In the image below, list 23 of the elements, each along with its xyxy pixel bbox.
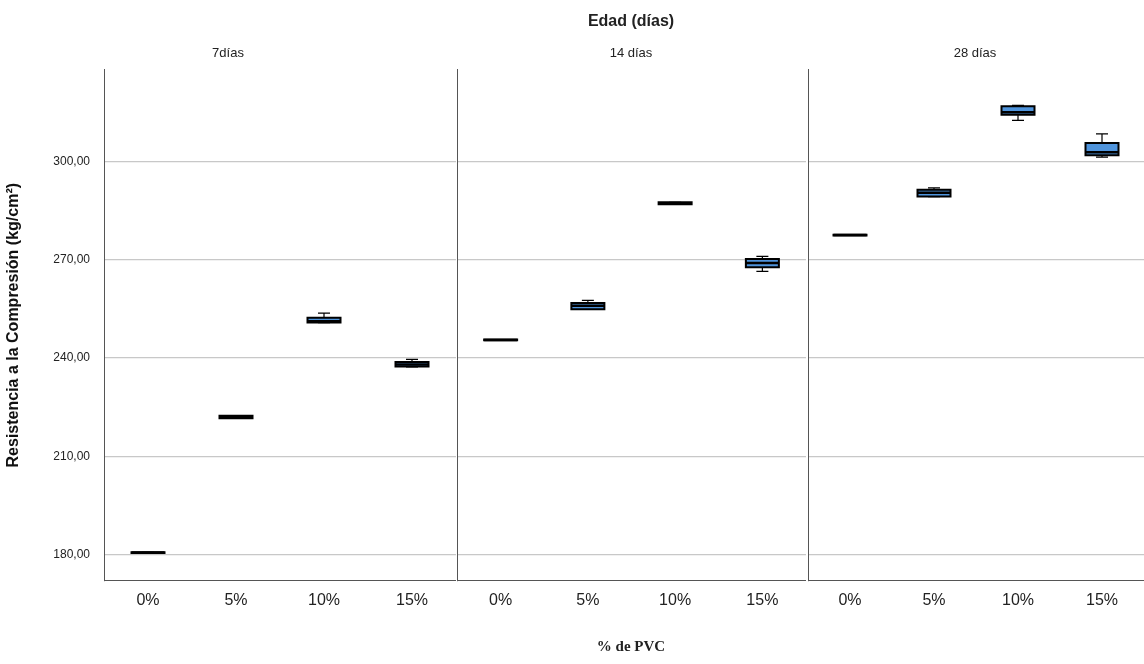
y-tick-label: 180,00 — [53, 546, 91, 561]
x-tick-label: 15% — [1085, 590, 1119, 608]
x-tick-label: 15% — [746, 590, 779, 608]
x-tick-label: 10% — [659, 590, 692, 608]
x-tick-label: 5% — [224, 590, 248, 608]
x-tick-label: 0% — [838, 590, 862, 608]
x-tick-label: 5% — [922, 590, 946, 608]
x-tick-label: 0% — [489, 590, 513, 608]
y-tick-label: 240,00 — [53, 350, 91, 365]
y-tick-label: 300,00 — [53, 153, 91, 168]
x-tick-label: 15% — [395, 590, 429, 608]
chart-title: 14 días — [609, 45, 653, 61]
text: Edad (días) — [586, 12, 676, 30]
x-axis-title: % de PVC — [595, 638, 667, 655]
x-tick-label: 10% — [1001, 590, 1035, 608]
x-tick-label: 0% — [136, 590, 160, 608]
y-tick-label: 270,00 — [53, 251, 91, 266]
x-tick-label: 5% — [576, 590, 600, 608]
x-tick-label: 10% — [307, 590, 341, 608]
y-axis-title: Resistencia a la Compresión (kg/cm²) — [4, 182, 22, 468]
chart-title: 7días — [212, 45, 245, 61]
y-tick-label: 210,00 — [53, 448, 91, 463]
chart-title: 28 días — [953, 45, 997, 61]
